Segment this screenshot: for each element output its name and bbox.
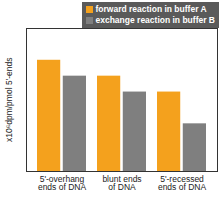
svg-text:5'-overhangends of DNA: 5'-overhangends of DNA: [38, 174, 87, 193]
html-text:exchange reaction in buffer B: exchange reaction in buffer B: [95, 15, 215, 25]
svg-text:5'-recessedends of DNA: 5'-recessedends of DNA: [158, 174, 207, 193]
html-text:forward reaction in buffer A: forward reaction in buffer A: [95, 4, 207, 14]
html-text:x10⁶dpm/pmol 5'-ends: x10⁶dpm/pmol 5'-ends: [4, 57, 14, 142]
svg-text:blunt endsof DNA: blunt endsof DNA: [102, 174, 141, 193]
